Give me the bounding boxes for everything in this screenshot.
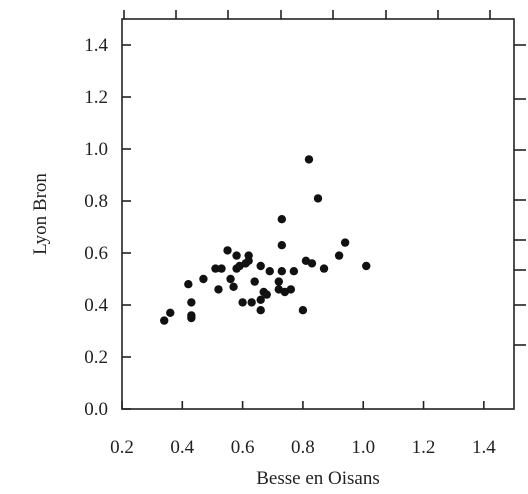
data-point <box>341 238 349 246</box>
data-point <box>160 316 168 324</box>
data-point <box>263 290 271 298</box>
data-point <box>238 298 246 306</box>
data-point <box>166 309 174 317</box>
y-axis-title: Lyon Bron <box>30 173 51 255</box>
data-point <box>335 251 343 259</box>
plot-frame <box>122 19 514 409</box>
data-point <box>290 267 298 275</box>
data-point <box>187 311 195 319</box>
data-point <box>217 264 225 272</box>
x-tick-label: 0.6 <box>231 437 255 458</box>
data-point <box>184 280 192 288</box>
data-point <box>257 262 265 270</box>
data-point <box>278 215 286 223</box>
y-tick-label: 0.2 <box>84 347 108 368</box>
data-point <box>278 241 286 249</box>
x-tick-label: 0.4 <box>170 437 194 458</box>
data-point <box>320 264 328 272</box>
plot-area <box>122 19 514 409</box>
data-point <box>278 267 286 275</box>
x-axis-title: Besse en Oisans <box>256 468 379 489</box>
y-tick-label: 1.2 <box>84 87 108 108</box>
data-point <box>232 251 240 259</box>
y-tick-label: 0.8 <box>84 191 108 212</box>
data-point <box>250 277 258 285</box>
data-point <box>226 275 234 283</box>
data-point <box>244 251 252 259</box>
x-axis: 0.2 0.4 0.6 0.8 1.0 1.2 1.4 <box>110 10 496 458</box>
data-point <box>305 155 313 163</box>
data-point <box>229 283 237 291</box>
data-point <box>362 262 370 270</box>
data-point <box>223 246 231 254</box>
data-point <box>257 306 265 314</box>
data-point <box>314 194 322 202</box>
y-tick-label: 1.0 <box>84 139 108 160</box>
data-point <box>187 298 195 306</box>
y-axis: 0.0 0.2 0.4 0.6 0.8 1.0 1.2 1.4 <box>84 35 526 420</box>
y-tick-label: 0.4 <box>84 295 108 316</box>
data-point <box>199 275 207 283</box>
x-tick-label: 1.4 <box>472 437 496 458</box>
data-point <box>308 259 316 267</box>
y-tick-label: 0.0 <box>84 399 108 420</box>
data-point <box>287 285 295 293</box>
x-tick-label: 1.0 <box>351 437 375 458</box>
x-tick-label: 0.2 <box>110 437 134 458</box>
data-point <box>266 267 274 275</box>
data-point <box>214 285 222 293</box>
y-tick-label: 1.4 <box>84 35 108 56</box>
data-points <box>160 155 370 325</box>
data-point <box>299 306 307 314</box>
y-tick-label: 0.6 <box>84 243 108 264</box>
x-tick-label: 1.2 <box>412 437 436 458</box>
data-point <box>275 277 283 285</box>
x-tick-label: 0.8 <box>291 437 315 458</box>
data-point <box>247 298 255 306</box>
